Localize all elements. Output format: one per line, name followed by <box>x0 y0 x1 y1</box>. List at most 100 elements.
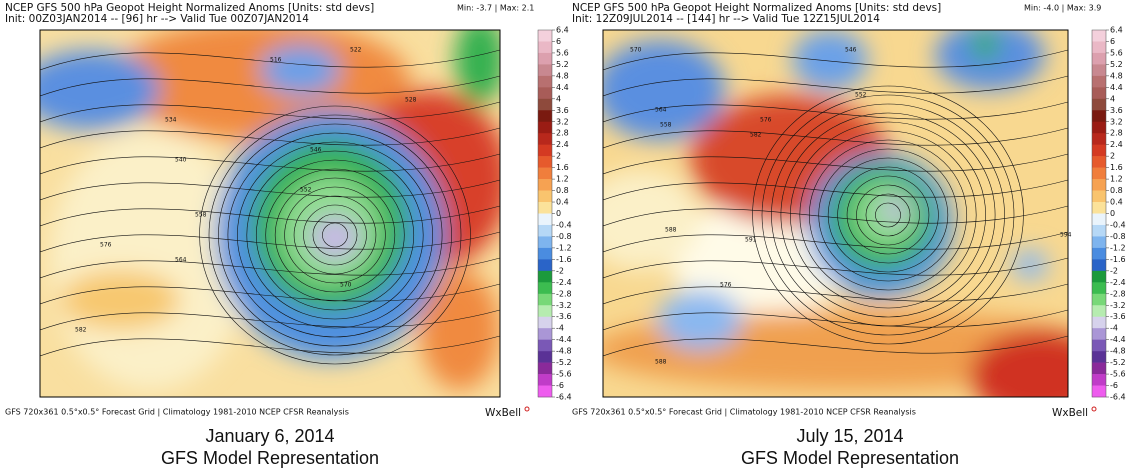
colorbar-swatch <box>538 156 552 168</box>
colorbar-swatch <box>538 41 552 54</box>
caption-date: January 6, 2014 <box>205 426 334 446</box>
colorbar-swatch <box>1092 98 1106 111</box>
contour-label: 546 <box>310 147 322 154</box>
colorbar-label: -6.4 <box>1110 393 1126 402</box>
map-frame <box>39 29 501 398</box>
anomaly-blob <box>603 40 725 140</box>
colorbar-swatch <box>1092 259 1106 272</box>
colorbar-label: 2.8 <box>556 129 569 138</box>
colorbar-swatch <box>1092 179 1106 191</box>
height-contour <box>771 103 1005 327</box>
colorbar-swatch <box>538 64 552 77</box>
colorbar-swatch <box>1092 156 1106 168</box>
colorbar-swatch <box>1092 75 1106 88</box>
anomaly-blob <box>260 45 340 95</box>
anomaly-blob <box>658 290 742 350</box>
height-contour <box>274 177 396 293</box>
height-contour <box>40 335 500 357</box>
height-contour <box>208 114 462 356</box>
colorbar-label: 0.8 <box>1110 186 1123 195</box>
anomaly-blob <box>60 270 180 330</box>
colorbar-label: -5.6 <box>556 370 572 379</box>
colorbar-label: 2.4 <box>1110 140 1123 149</box>
header-init: Init: 00Z03JAN2014 -- [96] hr --> Valid … <box>5 13 309 25</box>
height-contour <box>818 148 958 282</box>
colorbar-swatch <box>1092 110 1106 123</box>
height-contour <box>603 257 1068 279</box>
contour-label: 576 <box>100 242 112 249</box>
colorbar-swatch <box>1092 52 1106 65</box>
header-init: Init: 12Z09JUL2014 -- [144] hr --> Valid… <box>572 13 880 25</box>
colorbar-label: -5.6 <box>1110 370 1126 379</box>
colorbar-label: -4.4 <box>556 335 572 344</box>
colorbar-label: -0.4 <box>1110 220 1126 229</box>
anomaly-field <box>40 30 500 390</box>
colorbar-label: -2.8 <box>556 289 572 298</box>
min-max: Min: -3.7 | Max: 2.1 <box>457 4 534 13</box>
colorbar-swatch <box>538 270 552 283</box>
colorbar-swatch <box>538 351 552 363</box>
colorbar-swatch <box>1092 202 1106 214</box>
height-contour <box>603 231 1068 253</box>
height-contour <box>875 202 901 228</box>
height-contour <box>603 49 1068 71</box>
height-contour <box>856 184 920 246</box>
height-contour <box>40 309 500 331</box>
panel: NCEP GFS 500 hPa Geopot Height Normalize… <box>5 2 572 468</box>
colorbar-label: 0.4 <box>556 198 569 207</box>
colorbar-swatch <box>1092 30 1106 42</box>
contour-label: 564 <box>655 107 667 114</box>
colorbar-swatch <box>1092 133 1106 145</box>
height-contour <box>40 49 500 71</box>
colorbar-label: 6.4 <box>556 26 569 35</box>
colorbar-swatch <box>538 282 552 295</box>
colorbar-label: 4 <box>1110 94 1115 103</box>
height-contour <box>603 309 1068 331</box>
height-contour <box>603 127 1068 149</box>
colorbar-label: 1.6 <box>556 163 569 172</box>
logo-dot <box>1091 406 1097 412</box>
anomaly-blob <box>970 330 1068 397</box>
contour-label: 522 <box>350 47 362 54</box>
height-contour <box>293 195 377 275</box>
height-contour <box>255 159 415 311</box>
contour-label: 552 <box>300 187 312 194</box>
contour-label: 588 <box>655 359 667 366</box>
height-contour <box>40 127 500 149</box>
colorbar-swatch <box>1092 41 1106 54</box>
colorbar-swatch <box>1092 316 1106 329</box>
height-contour <box>312 213 358 257</box>
contour-label: 588 <box>665 227 677 234</box>
height-contour <box>603 75 1068 97</box>
colorbar-label: -1.6 <box>1110 255 1126 264</box>
height-contour <box>218 123 452 347</box>
colorbar-label: -4.8 <box>556 347 572 356</box>
colorbar-label: 0 <box>556 209 561 218</box>
height-contour <box>780 112 996 318</box>
contour-label: 582 <box>750 132 762 139</box>
contour-label: 582 <box>75 327 87 334</box>
colorbar-label: -5.2 <box>1110 358 1126 367</box>
contour-label: 546 <box>845 47 857 54</box>
colorbar-swatch <box>538 30 552 42</box>
colorbar-swatch <box>1092 236 1106 249</box>
colorbar-swatch <box>1092 351 1106 363</box>
colorbar-swatch <box>538 213 552 226</box>
colorbar-label: 1.2 <box>556 175 569 184</box>
colorbar-label: -6 <box>1110 381 1118 390</box>
contour-label: 558 <box>660 122 672 129</box>
colorbar-label: 5.2 <box>556 60 569 69</box>
map <box>40 30 500 397</box>
height-contour <box>40 231 500 253</box>
contour-label: 552 <box>855 92 867 99</box>
colorbar-swatch <box>538 236 552 249</box>
colorbar-label: -6 <box>556 381 564 390</box>
colorbar-swatch <box>1092 374 1106 386</box>
height-contour <box>40 75 500 97</box>
contour-label: 558 <box>195 212 207 219</box>
contour-label: 576 <box>720 282 732 289</box>
colorbar-swatch <box>538 75 552 88</box>
colorbar-label: 2 <box>1110 152 1115 161</box>
anomaly-blob <box>40 50 160 130</box>
